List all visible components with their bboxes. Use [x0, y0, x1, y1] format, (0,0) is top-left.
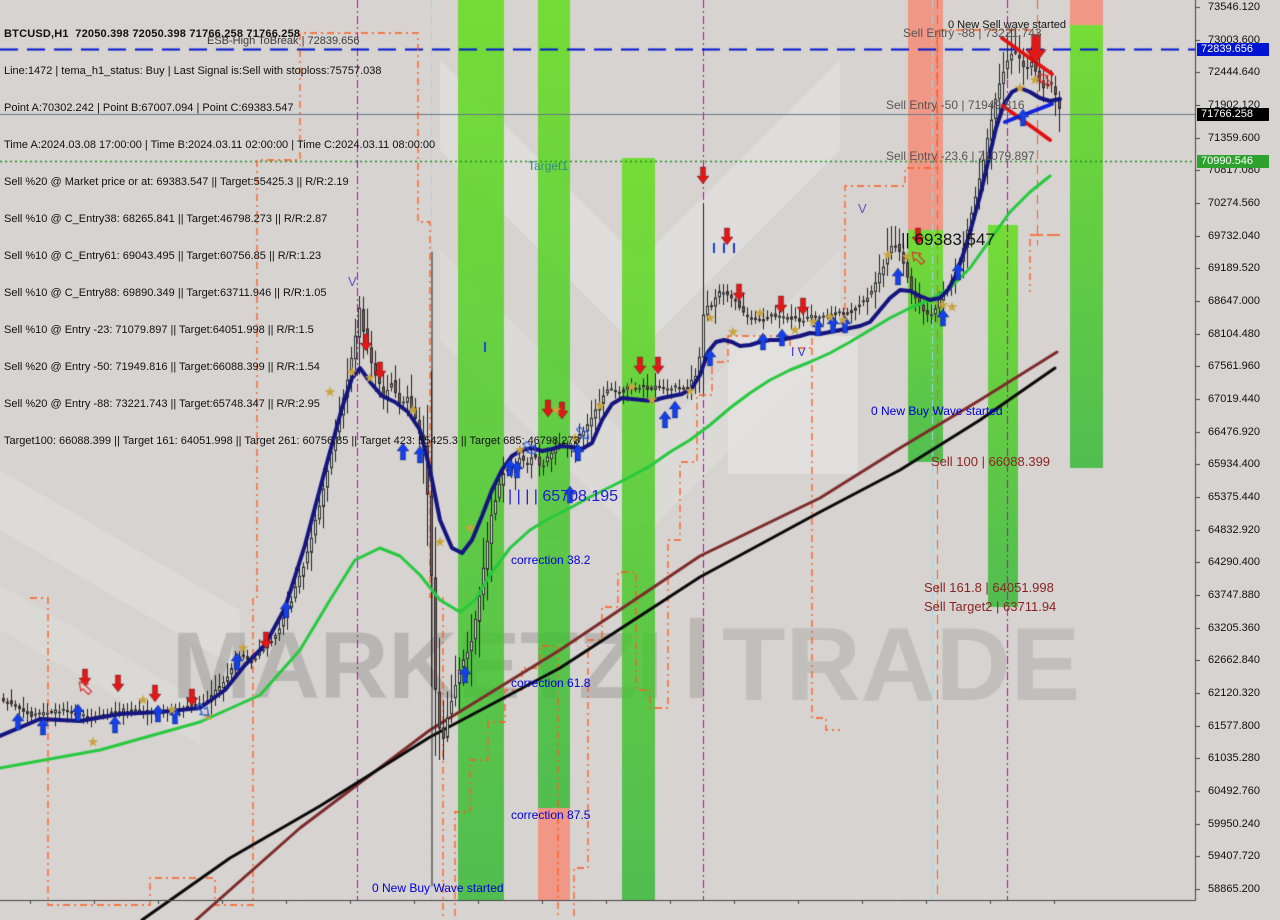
time-axis[interactable]: 1 Mar 20242 Mar 02:002 Mar 18:003 Mar 10…: [0, 900, 1195, 920]
info-panel: BTCUSD,H1 72050.398 72050.398 71766.258 …: [4, 3, 580, 472]
price-badge: 71766.258: [1197, 108, 1269, 121]
price-axis-label: 62662.840: [1208, 654, 1260, 666]
price-axis-label: 67561.960: [1208, 360, 1260, 372]
info-line: Sell %10 @ C_Entry88: 69890.349 || Targe…: [4, 286, 327, 299]
info-line: Line:1472 | tema_h1_status: Buy | Last S…: [4, 64, 382, 77]
price-axis-label: 61577.800: [1208, 720, 1260, 732]
symbol-ohlc-line: BTCUSD,H1 72050.398 72050.398 71766.258 …: [4, 27, 301, 40]
price-axis-label: 69732.040: [1208, 230, 1260, 242]
price-axis[interactable]: 73546.120 73003.600 72444.640 71902.120 7135…: [1195, 0, 1280, 900]
info-line: Sell %20 @ Market price or at: 69383.547…: [4, 175, 349, 188]
info-line: Sell %10 @ C_Entry38: 68265.841 || Targe…: [4, 212, 328, 225]
price-axis-label: 73546.120: [1208, 1, 1260, 13]
info-line: Sell %10 @ C_Entry61: 69043.495 || Targe…: [4, 249, 322, 262]
price-axis-label: 59407.720: [1208, 850, 1260, 862]
price-axis-label: 65934.400: [1208, 458, 1260, 470]
info-line: Target100: 66088.399 || Target 161: 6405…: [4, 435, 580, 448]
price-axis-label: 68647.000: [1208, 295, 1260, 307]
price-badge: 72839.656: [1197, 43, 1269, 56]
info-line: Sell %10 @ Entry -23: 71079.897 || Targe…: [4, 323, 314, 336]
price-axis-label: 58865.200: [1208, 883, 1260, 895]
price-axis-label: 63205.360: [1208, 622, 1260, 634]
price-axis-label: 64832.920: [1208, 524, 1260, 536]
info-line: Sell %20 @ Entry -88: 73221.743 || Targe…: [4, 398, 320, 410]
info-line: Sell %20 @ Entry -50: 71949.816 || Targe…: [4, 360, 320, 373]
price-axis-label: 68104.480: [1208, 328, 1260, 340]
info-line: Time A:2024.03.08 17:00:00 | Time B:2024…: [4, 138, 436, 151]
info-line: Point A:70302.242 | Point B:67007.094 | …: [4, 101, 294, 114]
price-axis-label: 63747.880: [1208, 589, 1260, 601]
price-axis-label: 71359.600: [1208, 132, 1260, 144]
price-axis-label: 64290.400: [1208, 556, 1260, 568]
price-axis-label: 67019.440: [1208, 393, 1260, 405]
price-axis-label: 65375.440: [1208, 491, 1260, 503]
price-axis-label: 66476.920: [1208, 426, 1260, 438]
price-axis-label: 62120.320: [1208, 687, 1260, 699]
price-axis-label: 70274.560: [1208, 197, 1260, 209]
price-axis-label: 72444.640: [1208, 66, 1260, 78]
price-badge: 70990.546: [1197, 155, 1269, 168]
price-axis-label: 60492.760: [1208, 785, 1260, 797]
price-axis-label: 59950.240: [1208, 818, 1260, 830]
price-axis-label: 61035.280: [1208, 752, 1260, 764]
price-axis-label: 69189.520: [1208, 262, 1260, 274]
